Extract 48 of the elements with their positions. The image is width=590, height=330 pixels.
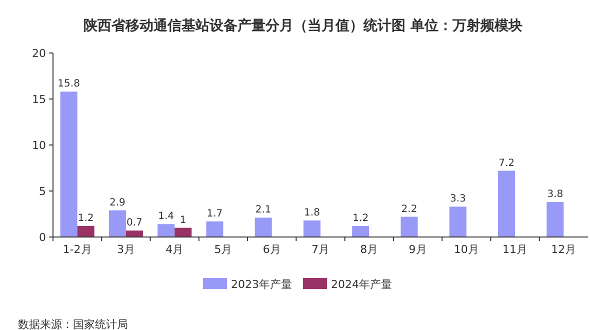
- data-label: 2.9: [109, 197, 126, 208]
- bar: [77, 226, 94, 237]
- x-tick-label: 4月: [166, 243, 184, 256]
- chart-title: 陕西省移动通信基站设备产量分月（当月值）统计图 单位：万射频模块: [84, 17, 522, 34]
- y-tick-label: 0: [39, 230, 46, 244]
- y-tick-label: 10: [32, 138, 46, 152]
- x-tick-label: 3月: [116, 243, 135, 256]
- x-tick-label: 8月: [360, 243, 378, 256]
- data-label: 1.4: [158, 211, 174, 222]
- bar: [352, 226, 370, 237]
- data-label: 1.7: [206, 208, 223, 220]
- bar: [254, 218, 272, 237]
- legend-label: 2024年产量: [331, 278, 392, 291]
- bar: [206, 221, 224, 237]
- x-tick-label: 1-2月: [62, 243, 92, 256]
- x-tick-label: 12月: [551, 243, 576, 256]
- x-tick-label: 9月: [408, 243, 427, 256]
- bar: [60, 92, 78, 237]
- data-label: 1: [180, 214, 186, 226]
- bar: [546, 202, 564, 237]
- bar: [400, 216, 418, 237]
- source-note: 数据来源：国家统计局: [18, 318, 128, 330]
- x-tick-label: 5月: [214, 243, 232, 256]
- y-tick-label: 5: [39, 184, 46, 198]
- bar: [303, 220, 320, 237]
- x-tick-label: 11月: [502, 243, 528, 256]
- data-label: 1.2: [78, 212, 94, 224]
- data-label: 2.1: [255, 204, 272, 216]
- x-tick-label: 10月: [454, 243, 479, 256]
- x-tick-label: 7月: [312, 243, 330, 256]
- data-label: 0.7: [126, 218, 142, 229]
- legend-label: 2023年产量: [231, 278, 292, 291]
- data-label: 1.8: [304, 207, 320, 218]
- y-tick-label: 15: [32, 92, 46, 106]
- data-label: 7.2: [498, 158, 514, 169]
- bar: [449, 206, 466, 237]
- data-label: 2.2: [401, 204, 418, 215]
- data-label: 3.3: [450, 194, 466, 205]
- y-tick-label: 20: [32, 46, 46, 60]
- bar: [174, 228, 192, 237]
- data-label: 15.8: [58, 78, 80, 90]
- x-tick-label: 6月: [262, 243, 281, 256]
- bar: [126, 230, 143, 237]
- data-label: 1.2: [352, 212, 369, 224]
- bar: [158, 224, 175, 237]
- bar: [498, 170, 516, 237]
- bar: [108, 210, 126, 237]
- data-label: 3.8: [547, 189, 564, 200]
